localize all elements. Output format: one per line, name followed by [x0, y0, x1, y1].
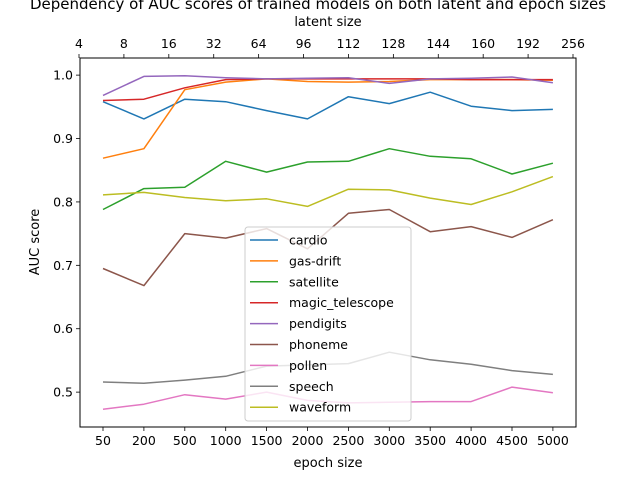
top-tick-label: 16 — [161, 36, 177, 51]
legend-label: pendigits — [289, 316, 347, 331]
top-tick-label: 256 — [561, 36, 585, 51]
top-tick-label: 4 — [75, 36, 83, 51]
axis-ticks: 50 200 500 1000 1500 2000 2500 3000 3500 4000 4500… — [53, 36, 585, 448]
legend-label: waveform — [289, 400, 351, 415]
x-tick-label: 2000 — [292, 433, 324, 448]
x-axis-label: epoch size — [294, 456, 363, 471]
x-tick-label: 3500 — [414, 433, 446, 448]
top-tick-label: 8 — [120, 36, 128, 51]
x-tick-label: 1000 — [210, 433, 242, 448]
legend-label: pollen — [289, 358, 327, 373]
y-tick-label: 0.8 — [53, 194, 73, 209]
y-tick-label: 0.5 — [53, 385, 73, 400]
legend-label: gas-drift — [289, 253, 341, 268]
top-tick-label: 144 — [426, 36, 450, 51]
series-line-waveform — [102, 175, 554, 208]
legend: cardio gas-drift satellite magic_telescopep… — [244, 226, 412, 422]
top-tick-label: 96 — [296, 36, 312, 51]
y-tick-label: 0.9 — [53, 131, 73, 146]
y-tick-label: 1.0 — [53, 68, 73, 83]
top-tick-label: 112 — [337, 36, 361, 51]
x-tick-label: 1500 — [251, 433, 283, 448]
series-line-magic_telescope — [102, 78, 553, 102]
top-tick-label: 192 — [516, 36, 540, 51]
top-axis-label: latent size — [294, 15, 361, 30]
legend-box — [244, 226, 412, 422]
plot-frame — [79, 57, 577, 428]
x-tick-label: 4500 — [496, 433, 528, 448]
series-line-pendigits — [102, 75, 554, 97]
x-tick-label: 5000 — [537, 433, 569, 448]
top-tick-label: 64 — [251, 36, 267, 51]
top-tick-label: 160 — [471, 36, 495, 51]
y-tick-label: 0.7 — [53, 258, 73, 273]
chart-title: Dependency of AUC scores of trained mode… — [30, 0, 606, 13]
x-tick-label: 2500 — [332, 433, 364, 448]
legend-label: satellite — [289, 274, 339, 289]
top-tick-label: 128 — [381, 36, 405, 51]
y-tick-label: 0.6 — [53, 321, 73, 336]
x-tick-label: 3000 — [373, 433, 405, 448]
x-tick-label: 4000 — [455, 433, 487, 448]
series-line-satellite — [102, 147, 554, 211]
legend-label: speech — [289, 379, 334, 394]
series-line-cardio — [102, 91, 553, 120]
y-axis-label: AUC score — [28, 209, 43, 276]
x-tick-label: 50 — [95, 433, 111, 448]
legend-label: phoneme — [289, 337, 348, 352]
top-tick-label: 32 — [206, 36, 222, 51]
x-tick-label: 200 — [132, 433, 156, 448]
x-tick-label: 500 — [173, 433, 197, 448]
series-line-gas-drift — [102, 78, 553, 159]
legend-label: magic_telescope — [289, 295, 394, 310]
legend-label: cardio — [289, 233, 328, 248]
